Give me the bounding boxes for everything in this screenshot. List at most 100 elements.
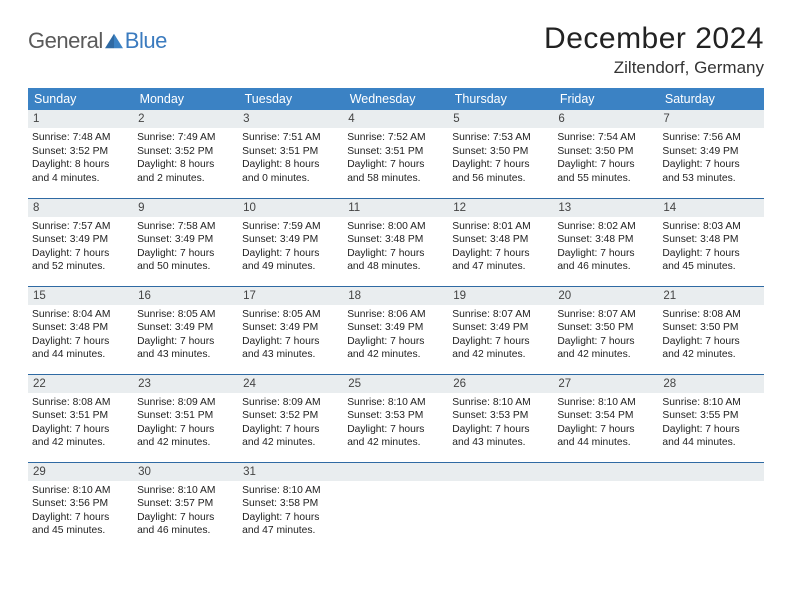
calendar-day-cell: 1Sunrise: 7:48 AMSunset: 3:52 PMDaylight… [28, 110, 133, 198]
day-number: 20 [553, 287, 658, 305]
sunset-text: Sunset: 3:53 PM [347, 409, 444, 423]
daylight-text: Daylight: 7 hours and 55 minutes. [557, 158, 654, 185]
sunset-text: Sunset: 3:51 PM [32, 409, 129, 423]
sunrise-text: Sunrise: 8:00 AM [347, 220, 444, 234]
sunset-text: Sunset: 3:52 PM [137, 145, 234, 159]
daylight-text: Daylight: 7 hours and 52 minutes. [32, 247, 129, 274]
daylight-text: Daylight: 8 hours and 2 minutes. [137, 158, 234, 185]
sunset-text: Sunset: 3:50 PM [557, 321, 654, 335]
day-number: 18 [343, 287, 448, 305]
daylight-text: Daylight: 7 hours and 42 minutes. [347, 423, 444, 450]
calendar-day-cell [553, 462, 658, 550]
sunrise-text: Sunrise: 7:54 AM [557, 131, 654, 145]
daylight-text: Daylight: 7 hours and 47 minutes. [452, 247, 549, 274]
sunrise-text: Sunrise: 7:59 AM [242, 220, 339, 234]
sunrise-text: Sunrise: 7:56 AM [662, 131, 759, 145]
sunset-text: Sunset: 3:50 PM [662, 321, 759, 335]
day-number: 22 [28, 375, 133, 393]
calendar-day-cell: 6Sunrise: 7:54 AMSunset: 3:50 PMDaylight… [553, 110, 658, 198]
sunset-text: Sunset: 3:49 PM [137, 233, 234, 247]
calendar-day-cell: 10Sunrise: 7:59 AMSunset: 3:49 PMDayligh… [238, 198, 343, 286]
sunrise-text: Sunrise: 8:06 AM [347, 308, 444, 322]
daylight-text: Daylight: 7 hours and 43 minutes. [452, 423, 549, 450]
sunrise-text: Sunrise: 7:57 AM [32, 220, 129, 234]
calendar-day-cell: 26 Sunrise: 8:10 AMSunset: 3:53 PMDayligh… [448, 374, 553, 462]
calendar-day-cell: 16Sunrise: 8:05 AMSunset: 3:49 PMDayligh… [133, 286, 238, 374]
calendar-day-cell: 31Sunrise: 8:10 AMSunset: 3:58 PMDayligh… [238, 462, 343, 550]
day-number: 30 [133, 463, 238, 481]
weekday-heading: Saturday [658, 88, 763, 110]
sunrise-text: Sunrise: 8:10 AM [452, 396, 549, 410]
day-number: 14 [658, 199, 763, 217]
day-number: 31 [238, 463, 343, 481]
weekday-heading: Thursday [448, 88, 553, 110]
calendar-week-row: 1Sunrise: 7:48 AMSunset: 3:52 PMDaylight… [28, 110, 764, 198]
calendar-day-cell [658, 462, 763, 550]
header: General Blue December 2024 Ziltendorf, G… [28, 22, 764, 78]
day-details: Sunrise: 8:09 AMSunset: 3:52 PMDaylight:… [238, 393, 343, 450]
sunset-text: Sunset: 3:52 PM [32, 145, 129, 159]
weekday-heading: Monday [133, 88, 238, 110]
day-number: 7 [658, 110, 763, 128]
calendar-day-cell: 20 Sunrise: 8:07 AMSunset: 3:50 PMDayligh… [553, 286, 658, 374]
sunrise-text: Sunrise: 8:10 AM [347, 396, 444, 410]
sunrise-text: Sunrise: 8:05 AM [242, 308, 339, 322]
day-number: 19 [448, 287, 553, 305]
day-number: 26 [448, 375, 553, 393]
calendar-day-cell: 25Sunrise: 8:10 AMSunset: 3:53 PMDayligh… [343, 374, 448, 462]
day-number: 10 [238, 199, 343, 217]
sunset-text: Sunset: 3:54 PM [557, 409, 654, 423]
calendar-page: General Blue December 2024 Ziltendorf, G… [0, 0, 792, 550]
location: Ziltendorf, Germany [544, 58, 764, 78]
sunrise-text: Sunrise: 8:10 AM [137, 484, 234, 498]
calendar-week-row: 15Sunrise: 8:04 AMSunset: 3:48 PMDayligh… [28, 286, 764, 374]
weekday-heading: Friday [553, 88, 658, 110]
calendar-body: 1Sunrise: 7:48 AMSunset: 3:52 PMDaylight… [28, 110, 764, 550]
day-number: 17 [238, 287, 343, 305]
sunset-text: Sunset: 3:49 PM [347, 321, 444, 335]
daylight-text: Daylight: 7 hours and 44 minutes. [662, 423, 759, 450]
day-details: Sunrise: 8:06 AMSunset: 3:49 PMDaylight:… [343, 305, 448, 362]
calendar-day-cell: 15Sunrise: 8:04 AMSunset: 3:48 PMDayligh… [28, 286, 133, 374]
calendar-day-cell: 7 Sunrise: 7:56 AMSunset: 3:49 PMDaylight… [658, 110, 763, 198]
day-details: Sunrise: 8:00 AMSunset: 3:48 PMDaylight:… [343, 217, 448, 274]
sunset-text: Sunset: 3:48 PM [557, 233, 654, 247]
sunrise-text: Sunrise: 7:49 AM [137, 131, 234, 145]
sunset-text: Sunset: 3:52 PM [242, 409, 339, 423]
sunrise-text: Sunrise: 8:10 AM [242, 484, 339, 498]
day-number: 4 [343, 110, 448, 128]
daylight-text: Daylight: 7 hours and 42 minutes. [557, 335, 654, 362]
day-details: Sunrise: 8:01 AMSunset: 3:48 PMDaylight:… [448, 217, 553, 274]
weekday-heading: Tuesday [238, 88, 343, 110]
sunset-text: Sunset: 3:53 PM [452, 409, 549, 423]
calendar-day-cell: 21Sunrise: 8:08 AMSunset: 3:50 PMDayligh… [658, 286, 763, 374]
calendar-week-row: 22Sunrise: 8:08 AMSunset: 3:51 PMDayligh… [28, 374, 764, 462]
day-number: 15 [28, 287, 133, 305]
calendar-day-cell: 29Sunrise: 8:10 AMSunset: 3:56 PMDayligh… [28, 462, 133, 550]
daylight-text: Daylight: 7 hours and 42 minutes. [242, 423, 339, 450]
day-number: 11 [343, 199, 448, 217]
sunrise-text: Sunrise: 8:07 AM [557, 308, 654, 322]
day-details: Sunrise: 7:59 AMSunset: 3:49 PMDaylight:… [238, 217, 343, 274]
day-details: Sunrise: 7:57 AMSunset: 3:49 PMDaylight:… [28, 217, 133, 274]
weekday-heading: Sunday [28, 88, 133, 110]
daylight-text: Daylight: 7 hours and 49 minutes. [242, 247, 339, 274]
day-number: 1 [28, 110, 133, 128]
sunset-text: Sunset: 3:48 PM [32, 321, 129, 335]
day-number: 21 [658, 287, 763, 305]
day-number [343, 463, 448, 481]
logo: General Blue [28, 22, 167, 54]
logo-text-general: General [28, 28, 103, 54]
sunset-text: Sunset: 3:49 PM [662, 145, 759, 159]
day-number: 23 [133, 375, 238, 393]
day-number [658, 463, 763, 481]
sunset-text: Sunset: 3:48 PM [347, 233, 444, 247]
day-details: Sunrise: 8:05 AMSunset: 3:49 PMDaylight:… [238, 305, 343, 362]
calendar-day-cell: 12Sunrise: 8:01 AMSunset: 3:48 PMDayligh… [448, 198, 553, 286]
daylight-text: Daylight: 7 hours and 53 minutes. [662, 158, 759, 185]
calendar-day-cell: 8Sunrise: 7:57 AMSunset: 3:49 PMDaylight… [28, 198, 133, 286]
sunrise-text: Sunrise: 7:48 AM [32, 131, 129, 145]
sunset-text: Sunset: 3:49 PM [137, 321, 234, 335]
day-number: 27 [553, 375, 658, 393]
sunset-text: Sunset: 3:48 PM [662, 233, 759, 247]
